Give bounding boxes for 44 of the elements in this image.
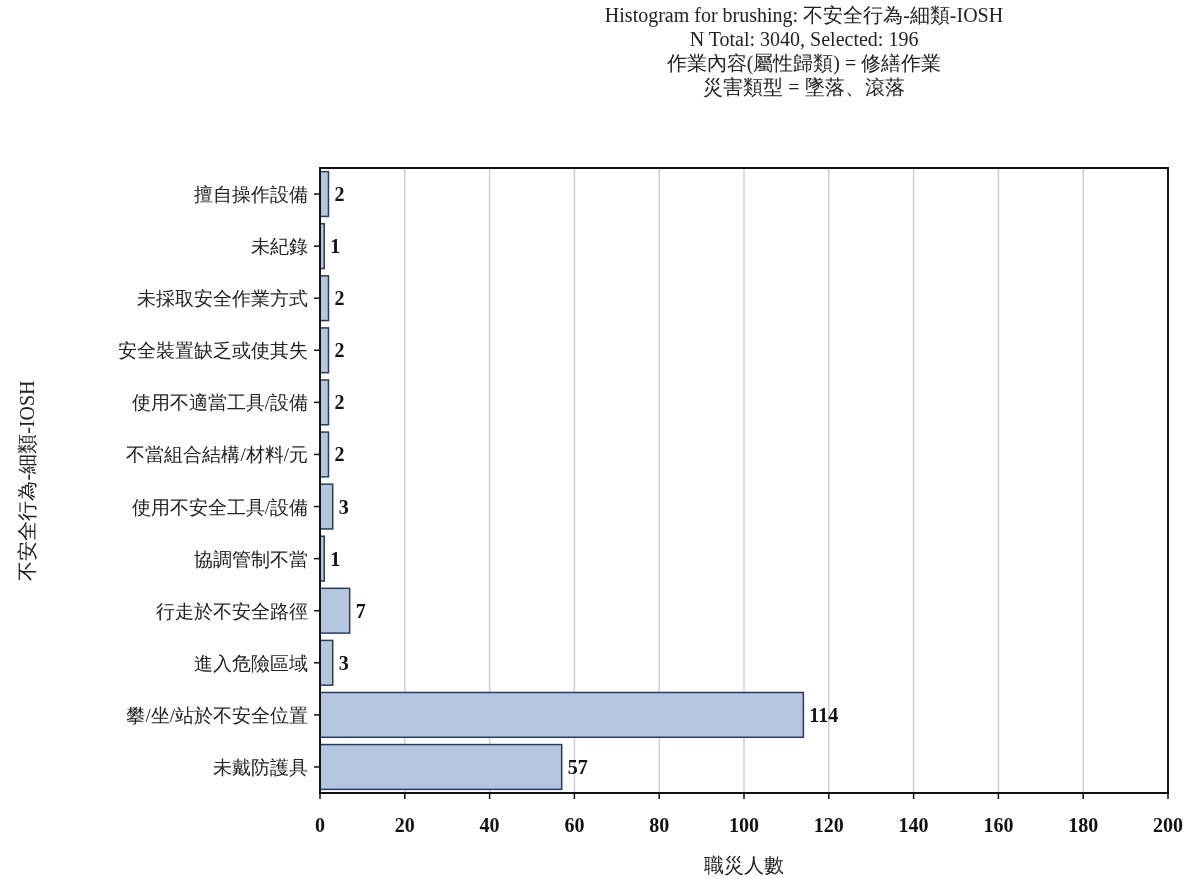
- text: 災害類型 = 墜落、滾落: [703, 76, 905, 98]
- x-tick-label: 40: [479, 814, 500, 836]
- bar: [319, 691, 805, 739]
- data-label: 3: [338, 495, 349, 518]
- data-label: 2: [334, 391, 345, 414]
- y-tick-label: 攀/坐/站於不安全位置: [126, 704, 308, 726]
- text: 作業內容(屬性歸類) = 修繕作業: [665, 52, 942, 75]
- x-tick-label: 160: [983, 814, 1014, 836]
- x-tick-label: 140: [898, 814, 929, 836]
- y-tick-label: 擅自操作設備: [194, 184, 308, 206]
- data-label: 2: [334, 287, 345, 310]
- data-label: 1: [330, 547, 341, 570]
- y-tick-label: 使用不安全工具/設備: [131, 496, 308, 518]
- x-tick-label: 200: [1153, 814, 1183, 836]
- x-tick-label: 180: [1068, 814, 1099, 836]
- data-label: 2: [334, 183, 345, 206]
- y-tick-label: 安全裝置缺乏或使其失: [118, 340, 308, 362]
- chart-subtitle: N Total: 3040, Selected: 196: [689, 28, 919, 50]
- x-tick-label: 20: [394, 814, 415, 836]
- chart-title: Histogram for brushing: 不安全行為-細類-IOSH: [604, 4, 1004, 27]
- data-label: 114: [809, 703, 839, 726]
- data-label: 2: [334, 339, 345, 362]
- x-tick-label: 100: [729, 814, 759, 836]
- data-label: 2: [334, 443, 345, 466]
- y-tick-label: 未戴防護具: [213, 756, 308, 778]
- y-axis-title: 不安全行為-細類-IOSH: [16, 380, 38, 581]
- data-label: 7: [355, 599, 366, 622]
- x-tick-label: 60: [564, 814, 585, 836]
- bar: [319, 587, 351, 634]
- y-tick-label: 使用不適當工具/設備: [131, 392, 308, 414]
- y-tick-label: 未採取安全作業方式: [137, 288, 308, 310]
- y-tick-label: 不當組合結構/材料/元: [126, 444, 308, 466]
- data-label: 3: [338, 651, 349, 674]
- x-tick-label: 120: [813, 814, 844, 836]
- y-tick-label: 未紀錄: [251, 236, 308, 258]
- x-axis-title: 職災人數: [704, 854, 784, 876]
- data-label: 57: [567, 755, 588, 778]
- x-tick-label: 80: [649, 814, 670, 836]
- y-tick-label: 進入危險區域: [194, 652, 308, 674]
- y-tick-label: 協調管制不當: [194, 548, 308, 570]
- x-tick-label: 0: [315, 814, 325, 836]
- bar: [319, 743, 563, 791]
- data-label: 1: [330, 235, 341, 258]
- y-tick-label: 行走於不安全路徑: [156, 600, 308, 622]
